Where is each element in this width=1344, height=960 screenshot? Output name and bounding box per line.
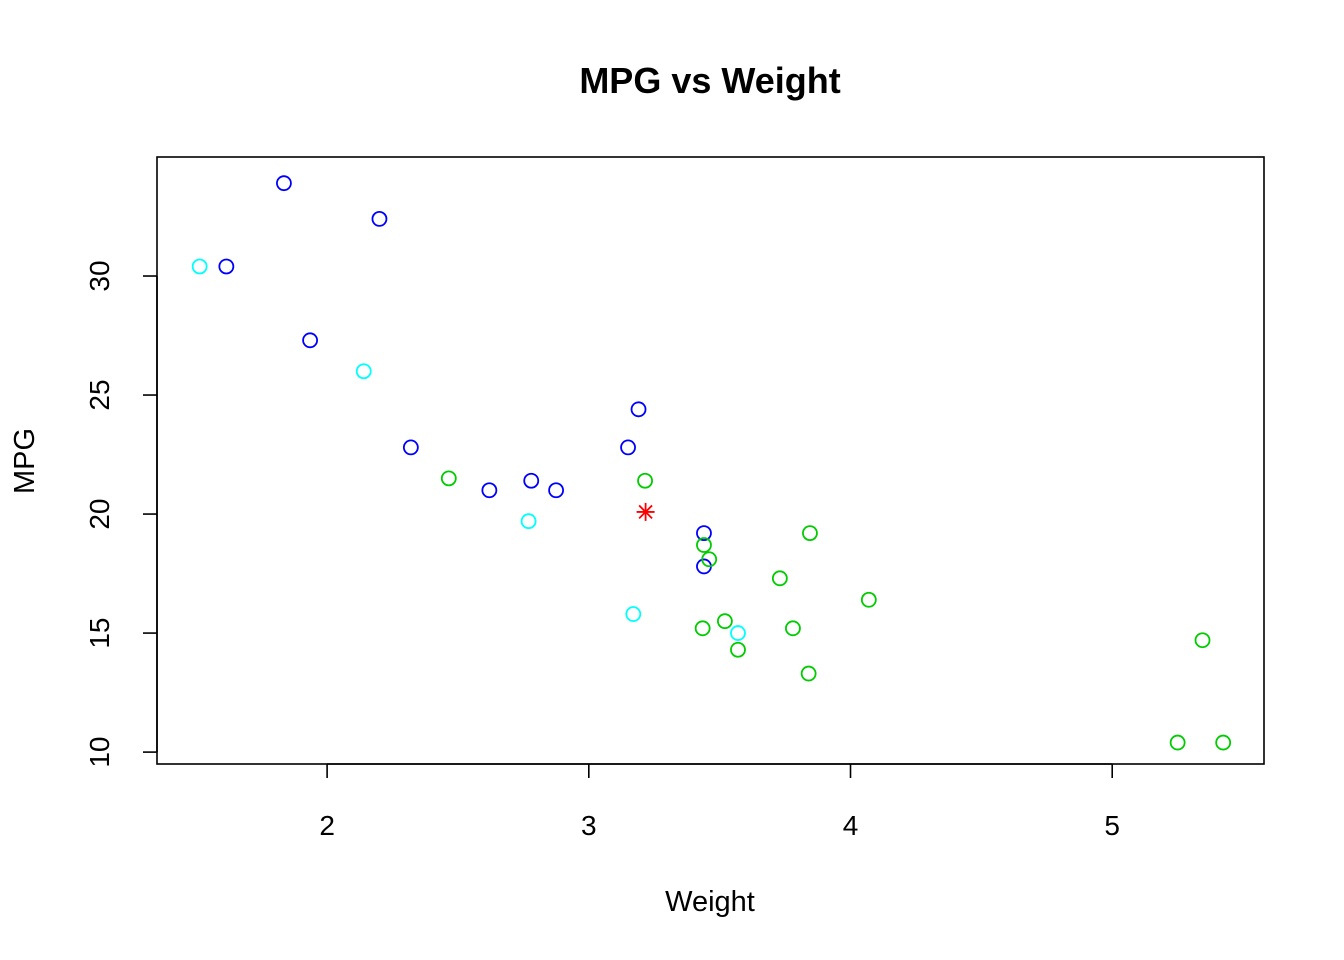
data-point	[1169, 734, 1186, 751]
data-point	[696, 537, 712, 553]
data-point	[637, 472, 653, 489]
data-point	[860, 591, 877, 608]
chart-title: MPG vs Weight	[579, 60, 840, 101]
data-point	[371, 210, 388, 227]
data-point	[440, 470, 457, 487]
data-point	[191, 258, 208, 275]
data-point	[523, 472, 540, 489]
data-points	[191, 175, 1232, 751]
x-tick-label: 2	[319, 810, 335, 841]
highlight-point	[636, 502, 655, 521]
data-point	[694, 620, 711, 637]
y-tick-label: 10	[84, 737, 115, 768]
data-point	[276, 175, 292, 192]
y-tick-label: 15	[84, 618, 115, 649]
data-point	[302, 332, 318, 349]
data-point	[696, 525, 712, 542]
x-tick-label: 5	[1104, 810, 1120, 841]
data-point	[630, 401, 647, 418]
data-point	[701, 551, 718, 568]
data-point	[716, 613, 733, 630]
data-point	[218, 258, 235, 275]
data-point	[785, 620, 801, 637]
data-point	[730, 625, 746, 641]
data-point	[802, 525, 818, 542]
data-point	[625, 606, 642, 622]
x-axis-label: Weight	[665, 886, 755, 918]
x-tick-label: 3	[581, 810, 597, 841]
y-tick-label: 25	[84, 379, 115, 410]
data-point	[1215, 734, 1232, 751]
x-axis: 2 3 4 5	[319, 763, 1120, 841]
y-axis: 10 15 20 25 30	[84, 260, 158, 768]
data-point	[548, 482, 564, 499]
data-point	[800, 665, 817, 682]
data-point	[402, 439, 419, 456]
y-tick-label: 30	[84, 260, 115, 291]
data-point	[620, 439, 636, 456]
data-point	[730, 641, 746, 658]
plot-frame	[156, 156, 1265, 765]
y-tick-label: 20	[84, 498, 115, 529]
y-axis-label: MPG	[9, 428, 41, 494]
data-point	[771, 570, 788, 587]
data-point	[520, 513, 537, 530]
data-point	[481, 482, 498, 499]
x-tick-label: 4	[843, 810, 859, 841]
data-point	[355, 363, 372, 380]
data-point	[1194, 632, 1211, 649]
